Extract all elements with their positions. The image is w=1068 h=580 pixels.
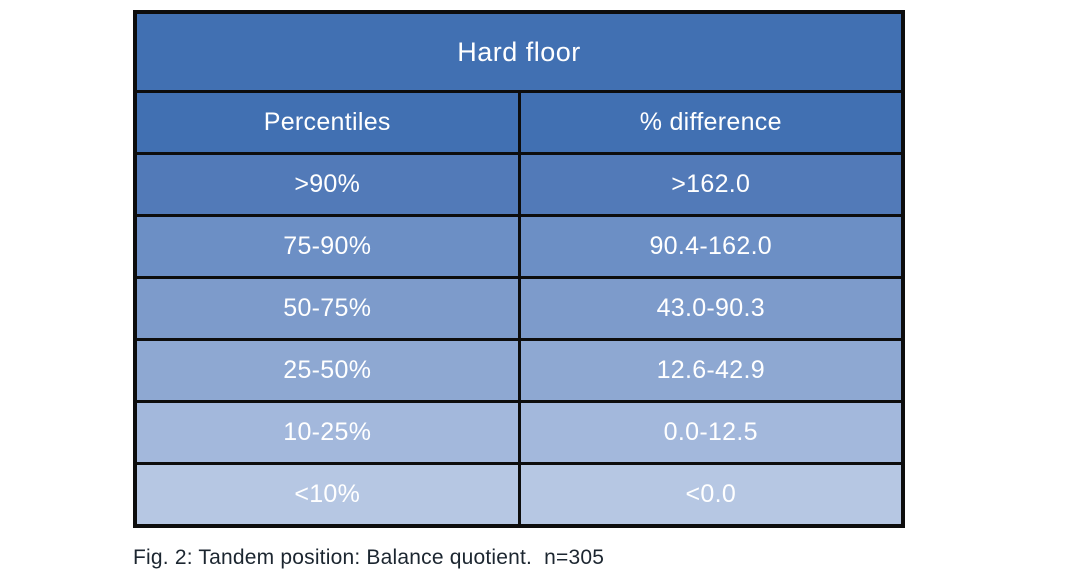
table-row: 75-90% 90.4-162.0 (137, 217, 901, 276)
table-row: 10-25% 0.0-12.5 (137, 403, 901, 462)
table-cell-percentile: 50-75% (137, 279, 518, 338)
table-cell-difference: 12.6-42.9 (520, 341, 901, 400)
percentile-table: Hard floor Percentiles % difference >90%… (133, 10, 905, 528)
table-cell-percentile: 25-50% (137, 341, 518, 400)
figure-caption: Fig. 2: Tandem position: Balance quotien… (133, 546, 605, 569)
column-header-percentiles: Percentiles (137, 93, 518, 152)
table-body: >90% >162.0 75-90% 90.4-162.0 50-75% 43.0-90.… (137, 155, 901, 524)
table-cell-difference: >162.0 (520, 155, 901, 214)
table-row: 50-75% 43.0-90.3 (137, 279, 901, 338)
column-header-difference: % difference (520, 93, 901, 152)
table-row: <10% <0.0 (137, 465, 901, 524)
table-cell-percentile: 10-25% (137, 403, 518, 462)
table-cell-percentile: >90% (137, 155, 518, 214)
table-cell-difference: 0.0-12.5 (520, 403, 901, 462)
table-cell-difference: <0.0 (520, 465, 901, 524)
table-cell-difference: 43.0-90.3 (520, 279, 901, 338)
table-header-row: Percentiles % difference (137, 93, 901, 152)
table-row: 25-50% 12.6-42.9 (137, 341, 901, 400)
table-cell-percentile: <10% (137, 465, 518, 524)
table-cell-difference: 90.4-162.0 (520, 217, 901, 276)
table-title: Hard floor (137, 14, 901, 90)
table-cell-percentile: 75-90% (137, 217, 518, 276)
table-row: >90% >162.0 (137, 155, 901, 214)
